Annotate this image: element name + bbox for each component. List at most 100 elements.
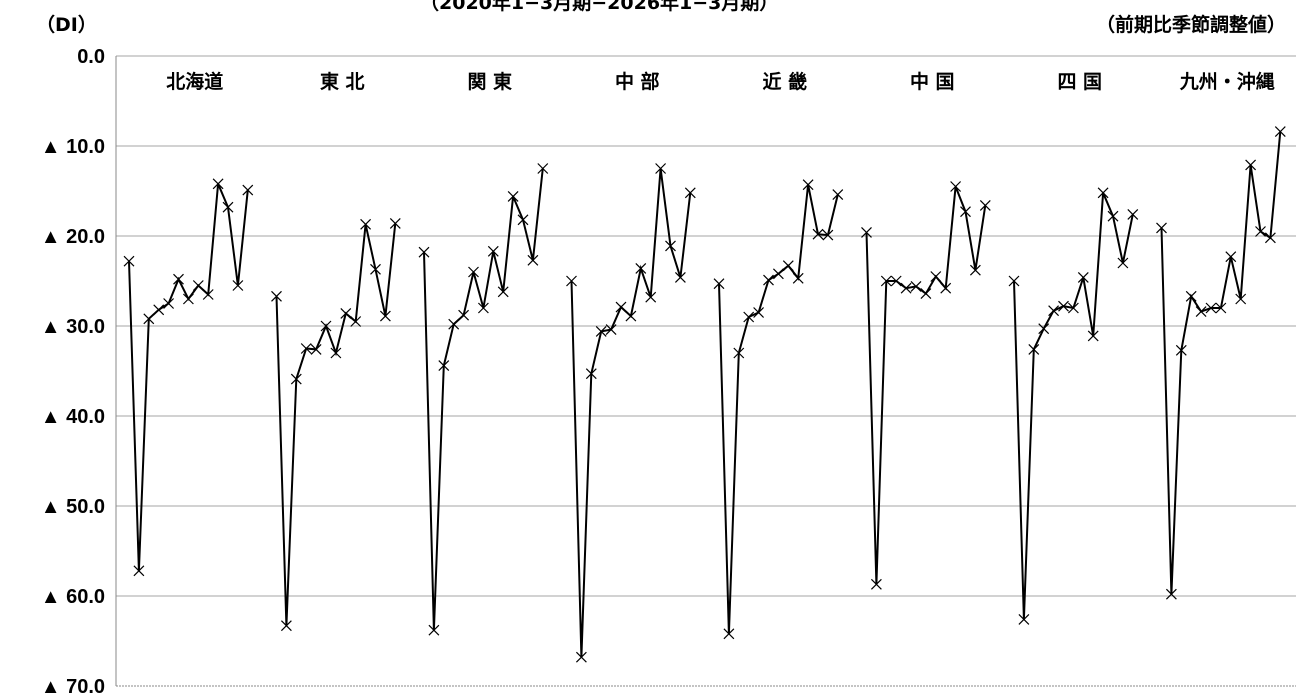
data-point-marker — [1225, 251, 1237, 263]
data-point-marker — [1087, 330, 1099, 342]
data-point-marker — [792, 272, 804, 284]
data-point-marker — [1264, 232, 1276, 244]
data-point-marker — [645, 291, 657, 303]
data-point-marker — [487, 245, 499, 257]
data-point-marker — [370, 263, 381, 275]
data-point-marker — [222, 201, 234, 213]
data-point-marker — [861, 226, 872, 238]
data-point-marker — [713, 278, 725, 290]
data-point-marker — [360, 218, 372, 230]
y-tick-label: ▲ 10.0 — [41, 136, 105, 158]
region-label: 北海道 — [166, 70, 223, 93]
data-point-marker — [1274, 126, 1286, 138]
series-0 — [123, 178, 254, 577]
series-line — [423, 168, 544, 631]
data-point-marker — [890, 275, 902, 287]
gridlines — [116, 55, 1296, 687]
data-point-marker — [979, 199, 991, 211]
data-point-marker — [1175, 344, 1187, 356]
region-label: 九州・沖縄 — [1179, 70, 1275, 93]
data-point-marker — [1156, 222, 1167, 234]
series-lines — [123, 126, 1286, 663]
data-point-marker — [290, 373, 302, 385]
data-point-marker — [880, 275, 892, 287]
data-point-marker — [1255, 226, 1266, 237]
series-line — [1160, 131, 1282, 595]
data-point-marker — [930, 271, 942, 282]
data-point-marker — [743, 311, 755, 323]
y-tick-label: ▲ 70.0 — [41, 676, 105, 695]
data-point-marker — [300, 343, 312, 354]
y-unit-label: （DI） — [36, 14, 97, 36]
data-point-marker — [1008, 275, 1020, 287]
y-tick-label: ▲ 30.0 — [41, 316, 105, 338]
data-point-marker — [969, 264, 981, 276]
data-point-marker — [772, 268, 784, 280]
data-point-marker — [1245, 159, 1257, 171]
data-point-marker — [310, 343, 322, 355]
data-point-marker — [350, 316, 362, 327]
y-axis: 0.0 ▲ 10.0 ▲ 20.0 ▲ 30.0 ▲ 40.0 ▲ 50.0 ▲ 60.0 ▲… — [41, 46, 117, 695]
data-point-marker — [1038, 323, 1050, 335]
data-point-marker — [1165, 588, 1177, 600]
data-point-marker — [153, 304, 165, 316]
data-point-marker — [566, 275, 577, 287]
data-point-marker — [271, 290, 282, 302]
data-point-marker — [320, 320, 332, 332]
data-point-marker — [458, 309, 470, 321]
region-label: 中 国 — [910, 70, 955, 93]
data-point-marker — [900, 282, 912, 294]
data-point-marker — [812, 228, 824, 240]
y-tick-label: ▲ 50.0 — [41, 496, 105, 518]
data-point-marker — [802, 179, 814, 191]
data-point-marker — [330, 347, 342, 359]
data-point-marker — [615, 301, 627, 313]
data-point-marker — [733, 347, 745, 359]
data-point-marker — [920, 288, 932, 300]
region-label: 四 国 — [1057, 71, 1102, 93]
data-point-marker — [910, 280, 922, 292]
data-point-marker — [870, 578, 882, 590]
data-point-marker — [232, 280, 244, 291]
series-2 — [418, 163, 549, 636]
data-point-marker — [575, 651, 587, 663]
y-tick-label: ▲ 40.0 — [41, 406, 105, 428]
chart-subtitle: （2020年1−3月期−2026年1−3月期） — [420, 0, 779, 14]
data-point-marker — [763, 274, 774, 286]
data-point-marker — [1185, 290, 1197, 302]
data-point-marker — [477, 302, 489, 314]
data-point-marker — [665, 240, 676, 252]
data-point-marker — [625, 310, 637, 322]
data-point-marker — [950, 181, 962, 192]
data-point-marker — [1067, 302, 1079, 314]
data-point-marker — [212, 178, 224, 190]
data-point-marker — [527, 254, 539, 266]
data-point-marker — [163, 298, 175, 309]
data-point-marker — [202, 289, 214, 300]
data-point-marker — [123, 255, 135, 267]
data-point-marker — [448, 318, 460, 330]
data-point-marker — [1077, 271, 1089, 283]
data-point-marker — [655, 163, 667, 174]
data-point-marker — [133, 565, 145, 577]
series-line — [1013, 192, 1134, 620]
adjustment-note: （前期比季節調整値） — [1095, 14, 1286, 36]
data-point-marker — [1058, 300, 1069, 312]
region-label: 近 畿 — [762, 70, 807, 93]
data-point-marker — [517, 214, 529, 226]
data-point-marker — [143, 313, 155, 325]
series-7 — [1156, 126, 1286, 600]
data-point-marker — [192, 280, 204, 291]
data-point-marker — [782, 260, 794, 272]
series-line — [718, 184, 839, 634]
y-tick-label: ▲ 60.0 — [41, 586, 105, 608]
region-labels: 北海道 東 北 関 東 中 部 近 畿 中 国 四 国 九州・沖縄 — [166, 70, 1275, 93]
y-tick-label: ▲ 20.0 — [41, 226, 105, 248]
data-point-marker — [822, 229, 834, 241]
data-point-marker — [1018, 613, 1030, 625]
data-point-marker — [242, 184, 254, 196]
series-5 — [861, 181, 991, 590]
data-point-marker — [537, 163, 549, 174]
data-point-marker — [723, 628, 735, 640]
